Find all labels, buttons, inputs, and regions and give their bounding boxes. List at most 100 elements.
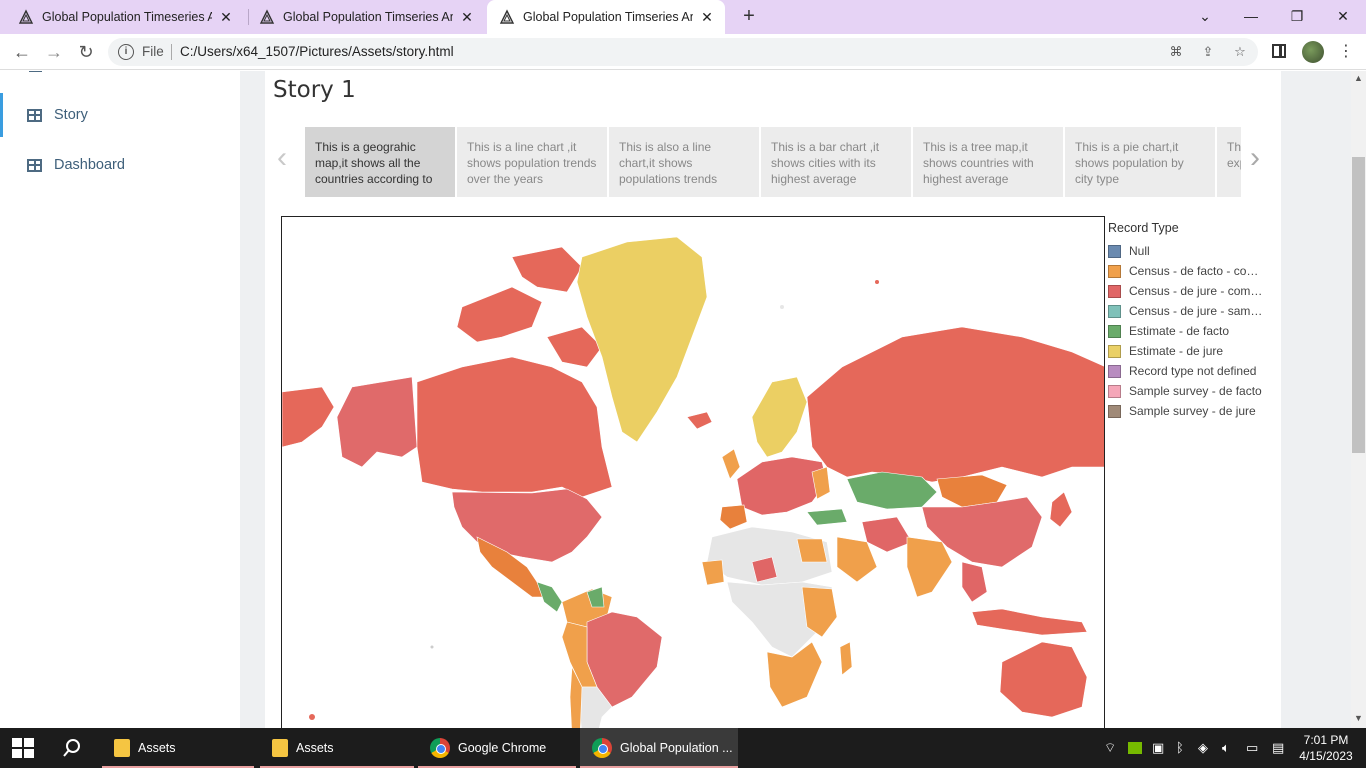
map-region-eastern-europe[interactable] bbox=[811, 466, 831, 500]
taskbar-app-chrome[interactable]: Google Chrome bbox=[418, 728, 576, 768]
legend-item-sample-survey-de-jure[interactable]: Sample survey - de jure bbox=[1108, 401, 1268, 421]
hardware-tray-icon[interactable]: ▣ bbox=[1152, 740, 1165, 755]
scroll-up-arrow-icon[interactable]: ▲ bbox=[1354, 73, 1363, 83]
map-country-mauritania[interactable] bbox=[701, 559, 725, 586]
story-prev-arrow-icon[interactable]: ‹ bbox=[277, 141, 287, 174]
map-country-spain[interactable] bbox=[719, 504, 748, 530]
story-point-3[interactable]: This is also a line chart,it shows popul… bbox=[609, 127, 759, 197]
legend-item-estimate-de-facto[interactable]: Estimate - de facto bbox=[1108, 321, 1268, 341]
map-region-scandinavia[interactable] bbox=[751, 376, 808, 458]
taskbar-clock[interactable]: 7:01 PM 4/15/2023 bbox=[1298, 732, 1354, 764]
map-country-uk[interactable] bbox=[721, 448, 741, 480]
map-country-kazakhstan[interactable] bbox=[846, 471, 938, 510]
bluetooth-icon[interactable]: ᛒ bbox=[1176, 740, 1184, 755]
map-region-arctic-islands-3[interactable] bbox=[546, 326, 603, 368]
map-country-guyana[interactable] bbox=[586, 586, 605, 608]
profile-avatar[interactable] bbox=[1302, 41, 1324, 63]
story-point-5[interactable]: This is a tree map,it shows countries wi… bbox=[913, 127, 1063, 197]
map-region-central-america[interactable] bbox=[536, 581, 563, 613]
map-country-alaska[interactable] bbox=[336, 376, 418, 468]
map-country-australia[interactable] bbox=[999, 641, 1088, 718]
legend-item-record-type-not-defined[interactable]: Record type not defined bbox=[1108, 361, 1268, 381]
legend-item-census-de-jure-complete[interactable]: Census - de jure - complete tabulation bbox=[1108, 281, 1268, 301]
battery-icon[interactable]: ▭ bbox=[1246, 740, 1259, 755]
close-icon[interactable]: ✕ bbox=[701, 8, 713, 25]
map-region-europe[interactable] bbox=[736, 456, 828, 516]
browser-tab-1[interactable]: Global Population Timeseries Anal ✕ bbox=[0, 0, 248, 34]
map-country-japan[interactable] bbox=[1049, 491, 1073, 528]
security-shield-icon[interactable]: ◈ bbox=[1198, 740, 1208, 755]
map-region-east-africa[interactable] bbox=[801, 586, 838, 638]
story-point-2[interactable]: This is a line chart ,it shows populatio… bbox=[457, 127, 607, 197]
wifi-icon[interactable]: ⌔ bbox=[1104, 740, 1117, 755]
map-country-iran[interactable] bbox=[861, 516, 913, 553]
map-country-india[interactable] bbox=[906, 536, 953, 598]
address-bar[interactable]: i File C:/Users/x64_1507/Pictures/Assets… bbox=[108, 38, 1258, 66]
map-country-russia-east[interactable] bbox=[282, 386, 335, 448]
restore-button[interactable]: ❐ bbox=[1290, 8, 1304, 24]
nav-item-story[interactable]: Story bbox=[0, 93, 240, 137]
taskbar-app-global-population[interactable]: Global Population ... bbox=[580, 728, 738, 768]
legend-item-census-de-jure-sample[interactable]: Census - de jure - sample tabulation bbox=[1108, 301, 1268, 321]
map-country-egypt[interactable] bbox=[796, 538, 828, 563]
notification-icon[interactable]: ▤ bbox=[1272, 740, 1285, 755]
close-icon[interactable]: ✕ bbox=[220, 8, 232, 25]
map-country-usa[interactable] bbox=[451, 488, 603, 563]
url-text[interactable]: C:/Users/x64_1507/Pictures/Assets/story.… bbox=[180, 44, 454, 59]
story-point-6[interactable]: This is a pie chart,it shows population … bbox=[1065, 127, 1215, 197]
map-country-russia[interactable] bbox=[806, 326, 1105, 483]
tab-search-chevron-icon[interactable]: ⌄ bbox=[1199, 8, 1211, 24]
map-country-greenland[interactable] bbox=[576, 236, 708, 443]
taskbar-app-assets-2[interactable]: Assets bbox=[260, 728, 414, 768]
story-point-7[interactable]: This is a chart, it explains population bbox=[1217, 127, 1241, 197]
bookmark-star-icon[interactable]: ☆ bbox=[1234, 44, 1246, 59]
map-country-chile[interactable] bbox=[569, 665, 583, 728]
close-icon[interactable]: ✕ bbox=[461, 8, 473, 25]
map-country-china[interactable] bbox=[921, 496, 1043, 568]
site-info-icon[interactable]: i bbox=[118, 44, 134, 60]
map-island-marker[interactable] bbox=[780, 305, 784, 309]
map-country-turkey[interactable] bbox=[806, 508, 848, 526]
search-icon[interactable] bbox=[60, 736, 84, 760]
browser-tab-2[interactable]: Global Population Timseries Anal ✕ bbox=[249, 0, 487, 34]
forward-arrow-icon[interactable]: → bbox=[45, 42, 63, 62]
map-country-niger[interactable] bbox=[751, 556, 778, 583]
map-region-arctic-islands-2[interactable] bbox=[511, 246, 583, 293]
minimize-button[interactable]: — bbox=[1244, 8, 1258, 24]
share-icon[interactable]: ⇪ bbox=[1202, 44, 1214, 59]
map-island-marker[interactable] bbox=[875, 280, 879, 284]
page-scrollbar[interactable]: ▲ ▼ bbox=[1351, 71, 1366, 728]
map-country-mexico[interactable] bbox=[476, 536, 545, 598]
legend-item-null[interactable]: Null bbox=[1108, 241, 1268, 261]
map-island-marker[interactable] bbox=[309, 714, 315, 720]
new-tab-button[interactable]: + bbox=[743, 5, 755, 27]
nav-item-dashboard[interactable]: Dashboard bbox=[0, 143, 240, 187]
scroll-thumb[interactable] bbox=[1352, 157, 1365, 453]
map-region-southern-africa[interactable] bbox=[766, 641, 823, 708]
windows-start-icon[interactable] bbox=[12, 738, 34, 758]
taskbar-app-assets-1[interactable]: Assets bbox=[102, 728, 254, 768]
nvidia-icon[interactable] bbox=[1128, 742, 1142, 754]
story-point-4[interactable]: This is a bar chart ,it shows cities wit… bbox=[761, 127, 911, 197]
map-country-madagascar[interactable] bbox=[839, 641, 853, 676]
menu-dots-icon[interactable]: ⋮ bbox=[1338, 43, 1354, 60]
map-country-canada[interactable] bbox=[416, 356, 613, 498]
volume-icon[interactable]: 🔈︎ bbox=[1222, 740, 1230, 755]
legend-item-census-de-facto[interactable]: Census - de facto - complete tabulation bbox=[1108, 261, 1268, 281]
side-panel-icon[interactable] bbox=[1272, 44, 1286, 58]
map-region-indonesia[interactable] bbox=[971, 608, 1088, 636]
map-country-saudi-arabia[interactable] bbox=[836, 536, 878, 583]
legend-item-estimate-de-jure[interactable]: Estimate - de jure bbox=[1108, 341, 1268, 361]
story-next-arrow-icon[interactable]: › bbox=[1250, 141, 1260, 174]
map-country-iceland[interactable] bbox=[686, 411, 713, 430]
close-window-button[interactable]: ✕ bbox=[1337, 8, 1349, 24]
story-point-1[interactable]: This is a geograhic map,it shows all the… bbox=[305, 127, 455, 197]
browser-tab-3-active[interactable]: Global Population Timseries Anal ✕ bbox=[487, 0, 725, 34]
translate-icon[interactable]: ⌘ bbox=[1169, 44, 1183, 59]
reload-icon[interactable]: ↻ bbox=[78, 42, 94, 62]
legend-item-sample-survey-de-facto[interactable]: Sample survey - de facto bbox=[1108, 381, 1268, 401]
map-region-arctic-islands[interactable] bbox=[456, 286, 543, 343]
map-region-southeast-asia[interactable] bbox=[961, 561, 988, 603]
world-map[interactable] bbox=[281, 216, 1105, 728]
scroll-down-arrow-icon[interactable]: ▼ bbox=[1354, 713, 1363, 723]
